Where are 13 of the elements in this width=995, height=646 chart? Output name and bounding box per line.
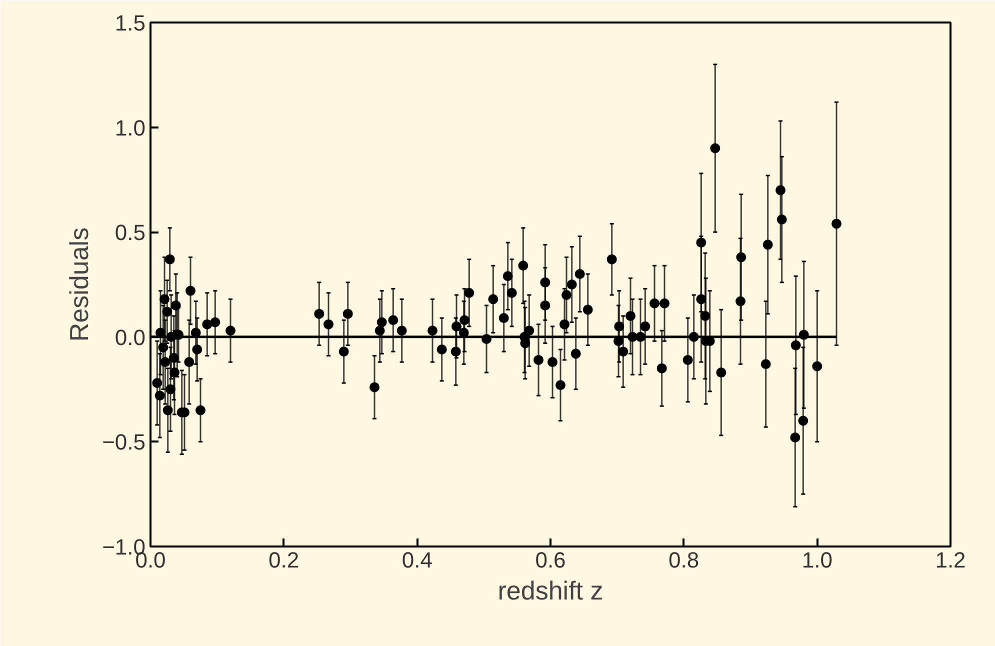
- y-tick-label: 0.0: [114, 324, 146, 350]
- y-tick-label: 1.0: [114, 115, 146, 140]
- y-axis-title: Residuals: [64, 227, 94, 342]
- x-axis-title: redshift z: [498, 576, 604, 606]
- x-tick-label: 0.4: [402, 548, 432, 572]
- x-tick-label: 1.2: [935, 548, 966, 572]
- x-tick-label: 0.6: [535, 548, 566, 572]
- y-tick-label: 0.5: [114, 220, 146, 246]
- x-tick-label: 1.0: [802, 548, 832, 572]
- y-tick-label: −0.5: [102, 430, 146, 455]
- x-tick-label: 0.8: [668, 548, 700, 572]
- y-tick-label: 1.5: [114, 10, 146, 36]
- x-tick-label: 0.2: [268, 548, 300, 572]
